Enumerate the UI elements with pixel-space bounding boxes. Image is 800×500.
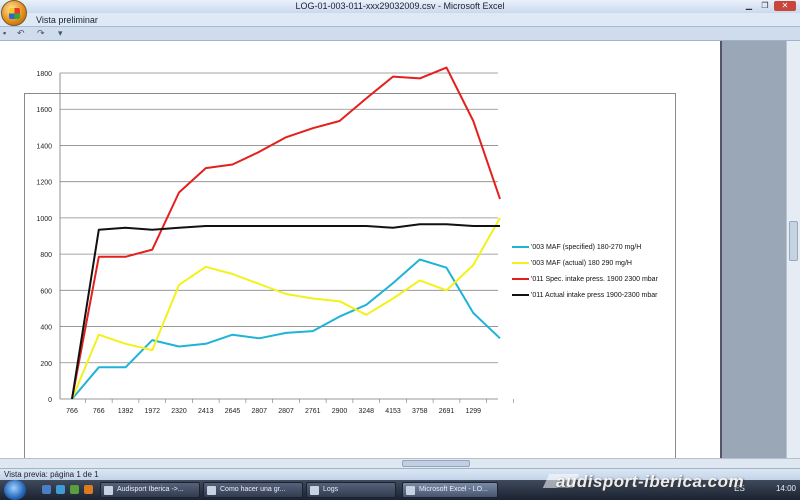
legend-swatch bbox=[512, 294, 529, 296]
show-desktop-icon[interactable] bbox=[42, 485, 51, 494]
redo-icon[interactable]: ↷ bbox=[37, 28, 45, 38]
y-tick-label: 1400 bbox=[36, 143, 52, 150]
taskbar-item-logs[interactable]: Logs bbox=[306, 482, 396, 498]
legend-label: '003 MAF (actual) 180 290 mg/H bbox=[531, 259, 632, 267]
office-button[interactable] bbox=[1, 0, 27, 26]
vertical-scrollbar[interactable] bbox=[786, 41, 800, 458]
y-tick-label: 1000 bbox=[36, 216, 52, 223]
language-indicator[interactable]: ES bbox=[734, 484, 745, 493]
x-tick-label: 2807 bbox=[278, 408, 294, 415]
firefox-icon[interactable] bbox=[84, 485, 93, 494]
x-tick-label: 2320 bbox=[171, 408, 187, 415]
x-tick-label: 766 bbox=[93, 408, 105, 415]
x-tick-label: 1972 bbox=[144, 408, 160, 415]
status-text: Vista previa: página 1 de 1 bbox=[4, 470, 99, 479]
y-tick-label: 1600 bbox=[36, 107, 52, 114]
quick-access-toolbar: ▪ ↶ ↷ ▾ bbox=[0, 27, 800, 41]
x-tick-label: 3758 bbox=[412, 408, 428, 415]
legend-swatch bbox=[512, 262, 529, 264]
series-line bbox=[71, 223, 500, 400]
status-bar: Vista previa: página 1 de 1 bbox=[0, 468, 800, 480]
taskbar-item-audisport[interactable]: Audisport Iberica ->... bbox=[100, 482, 200, 498]
horizontal-scroll-thumb[interactable] bbox=[402, 460, 470, 467]
system-tray: ES 14:00 bbox=[734, 484, 796, 493]
y-tick-label: 400 bbox=[40, 325, 52, 332]
x-tick-label: 1299 bbox=[465, 408, 481, 415]
y-tick-label: 1800 bbox=[36, 71, 52, 78]
y-tick-label: 0 bbox=[48, 397, 52, 404]
x-tick-label: 2645 bbox=[225, 408, 241, 415]
taskbar-item-como-hacer[interactable]: Como hacer una gr... bbox=[203, 482, 303, 498]
y-tick-label: 1200 bbox=[36, 180, 52, 187]
series-line bbox=[71, 258, 501, 400]
minimize-icon[interactable]: ▁ bbox=[745, 1, 753, 10]
media-icon[interactable] bbox=[70, 485, 79, 494]
save-icon[interactable]: ▪ bbox=[3, 28, 7, 38]
legend-label: '011 Actual intake press 1900-2300 mbar bbox=[531, 291, 658, 299]
y-tick-label: 200 bbox=[40, 361, 52, 368]
legend-entry: '011 Actual intake press 1900-2300 mbar bbox=[512, 287, 658, 303]
legend-label: '011 Spec. intake press. 1900 2300 mbar bbox=[531, 275, 658, 283]
x-tick-label: 2761 bbox=[305, 408, 321, 415]
print-preview-page: 0 200 400 600 800 1000 1200 1400 1600 1800 766 766 1… bbox=[0, 41, 722, 469]
close-icon[interactable]: ✕ bbox=[774, 1, 796, 11]
legend-entry: '003 MAF (actual) 180 290 mg/H bbox=[512, 255, 658, 271]
clock[interactable]: 14:00 bbox=[775, 484, 796, 493]
y-tick-label: 800 bbox=[40, 252, 52, 259]
legend-entry: '003 MAF (specified) 180-270 mg/H bbox=[512, 239, 658, 255]
tab-print-preview[interactable]: Vista preliminar bbox=[36, 15, 98, 25]
x-tick-label: 2413 bbox=[198, 408, 214, 415]
x-tick-label: 2807 bbox=[251, 408, 267, 415]
x-tick-label: 2691 bbox=[439, 408, 455, 415]
watermark-text: audisport-iberica.com bbox=[556, 472, 745, 491]
legend-swatch bbox=[512, 246, 529, 248]
title-bar: LOG-01-003-011-xxx29032009.csv - Microso… bbox=[0, 0, 800, 13]
undo-icon[interactable]: ↶ bbox=[17, 28, 25, 38]
x-tick-label: 1392 bbox=[118, 408, 134, 415]
restore-icon[interactable]: ❐ bbox=[761, 1, 769, 10]
ie-icon[interactable] bbox=[56, 485, 65, 494]
series-line bbox=[71, 66, 501, 400]
x-tick-label: 2900 bbox=[332, 408, 348, 415]
chart-legend: '003 MAF (specified) 180-270 mg/H '003 MA… bbox=[512, 239, 658, 303]
horizontal-scrollbar[interactable] bbox=[0, 458, 800, 468]
legend-swatch bbox=[512, 278, 529, 280]
legend-entry: '011 Spec. intake press. 1900 2300 mbar bbox=[512, 271, 658, 287]
series-line bbox=[71, 217, 501, 400]
line-chart: 0 200 400 600 800 1000 1200 1400 1600 1800 766 766 1… bbox=[36, 66, 514, 415]
ribbon-tabs: Vista preliminar bbox=[0, 13, 800, 27]
x-tick-label: 3248 bbox=[358, 408, 374, 415]
customize-toolbar-icon[interactable]: ▾ bbox=[58, 28, 63, 38]
taskbar-item-excel[interactable]: Microsoft Excel - LO... bbox=[402, 482, 498, 498]
window-controls: ▁ ❐ ✕ bbox=[742, 1, 796, 11]
taskbar: Audisport Iberica ->... Como hacer una g… bbox=[0, 480, 800, 500]
x-tick-label: 766 bbox=[66, 408, 78, 415]
vertical-scroll-thumb[interactable] bbox=[789, 221, 798, 261]
start-button[interactable] bbox=[4, 480, 26, 500]
window-title: LOG-01-003-011-xxx29032009.csv - Microso… bbox=[295, 1, 505, 11]
y-tick-label: 600 bbox=[40, 288, 52, 295]
x-tick-label: 4153 bbox=[385, 408, 401, 415]
legend-label: '003 MAF (specified) 180-270 mg/H bbox=[531, 243, 642, 251]
